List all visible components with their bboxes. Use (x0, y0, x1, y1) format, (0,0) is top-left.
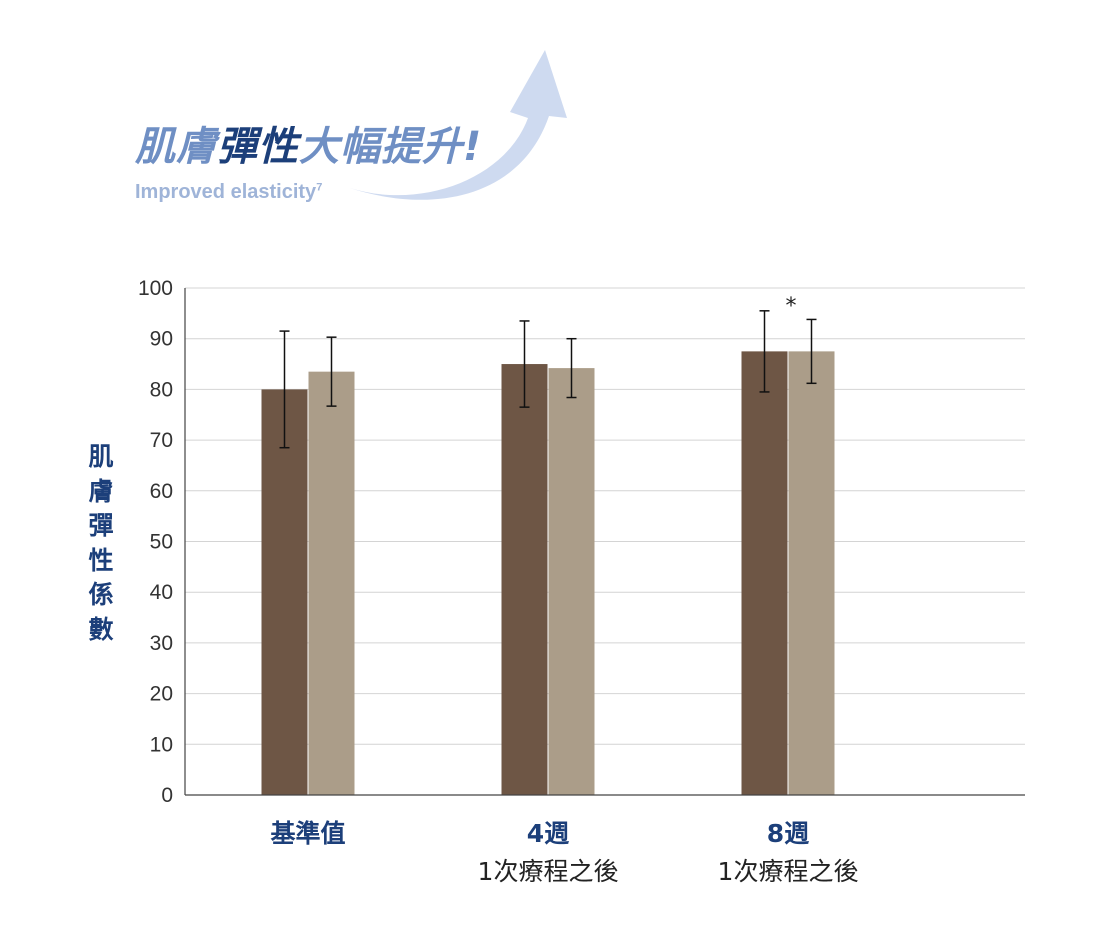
y-tick-label: 30 (150, 632, 173, 655)
title-part-3: 大幅提升! (299, 124, 483, 170)
bar (788, 351, 835, 795)
y-tick-label: 50 (150, 531, 173, 554)
significance-marker: * (786, 294, 797, 319)
y-tick-label: 80 (150, 378, 173, 401)
y-tick-label: 10 (150, 733, 173, 756)
bar (501, 364, 548, 795)
x-category-label: 4週 (527, 819, 569, 848)
rising-arrow-icon (350, 50, 567, 200)
bar (548, 368, 595, 795)
bar (308, 371, 355, 795)
bar (261, 389, 308, 795)
chart-header: 肌膚彈性大幅提升! Improved elasticity7 (0, 0, 1100, 240)
chart-title: 肌膚彈性大幅提升! (135, 114, 482, 172)
y-tick-label: 70 (150, 429, 173, 452)
chart-subtitle: Improved elasticity7 (135, 181, 322, 204)
x-category-sublabel: 1次療程之後 (478, 857, 619, 886)
y-tick-label: 100 (138, 277, 173, 300)
title-part-1: 肌膚 (135, 124, 217, 170)
y-tick-label: 40 (150, 581, 173, 604)
x-category-sublabel: 1次療程之後 (718, 857, 859, 886)
bar (741, 351, 788, 795)
subtitle-text: Improved elasticity (135, 181, 317, 203)
y-axis-label: 肌膚彈性係數 (88, 442, 114, 644)
y-tick-label: 0 (161, 784, 173, 807)
y-tick-label: 90 (150, 328, 173, 351)
title-part-2: 彈性 (217, 124, 299, 170)
subtitle-footnote: 7 (316, 181, 323, 194)
y-tick-label: 60 (150, 480, 173, 503)
y-tick-label: 20 (150, 683, 173, 706)
x-category-label: 8週 (767, 819, 809, 848)
x-category-label: 基準值 (270, 819, 345, 848)
